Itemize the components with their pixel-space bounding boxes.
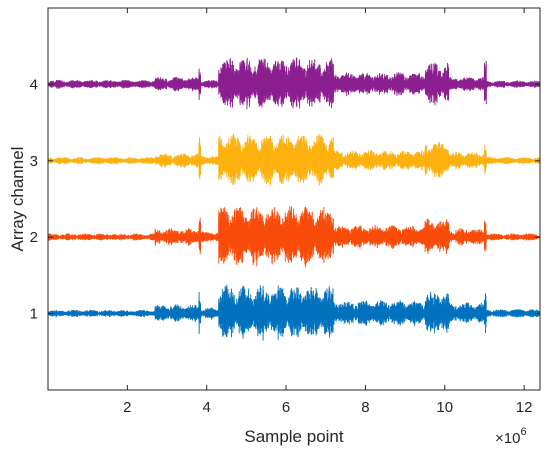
- x-tick-label: 2: [123, 399, 131, 416]
- x-axis-label: Sample point: [244, 427, 344, 446]
- x-exponent-label: ×106: [495, 426, 527, 447]
- y-axis-label: Array channel: [8, 147, 27, 252]
- x-tick-label: 4: [203, 399, 211, 416]
- series-line-channel-1: [47, 284, 541, 341]
- y-tick-label: 3: [30, 153, 38, 170]
- series-layer: [47, 57, 541, 341]
- series-line-channel-3: [47, 133, 541, 186]
- series-line-channel-4: [47, 57, 541, 110]
- x-tick-label: 6: [282, 399, 290, 416]
- y-tick-label: 4: [30, 76, 38, 93]
- x-exponent-power: 6: [520, 426, 526, 438]
- x-tick-label: 12: [516, 399, 533, 416]
- y-tick-label: 1: [30, 306, 38, 323]
- plot-frame: [47, 7, 541, 391]
- y-tick-label: 2: [30, 229, 38, 246]
- series-line-channel-2: [47, 205, 541, 268]
- x-exponent-base: ×10: [495, 430, 520, 447]
- x-tick-label: 10: [436, 399, 453, 416]
- x-tick-label: 8: [361, 399, 369, 416]
